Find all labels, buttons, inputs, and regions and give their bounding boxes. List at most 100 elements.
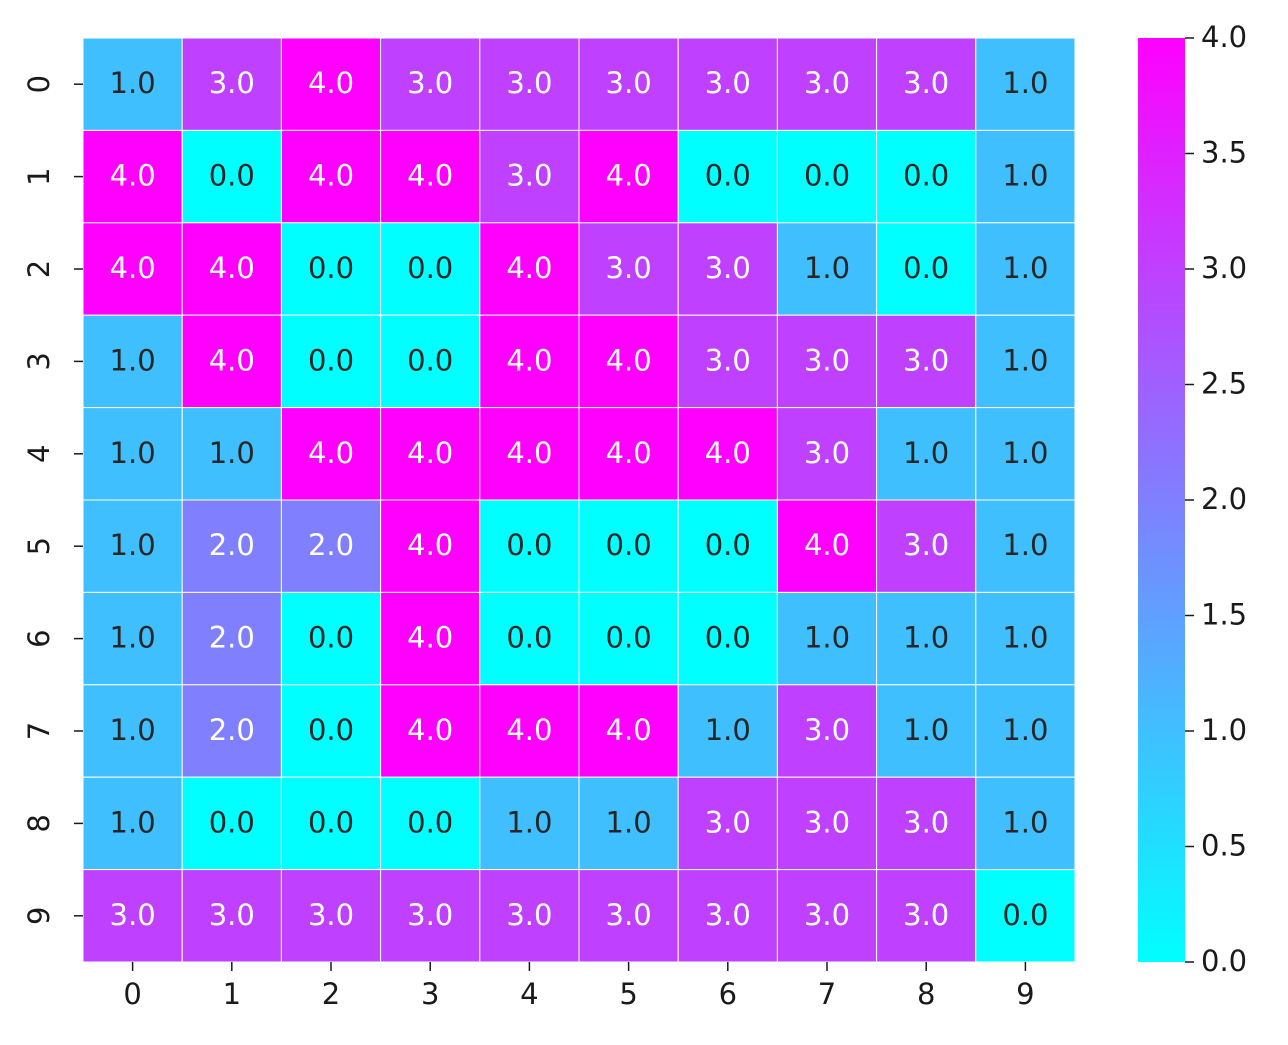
cell-value-label-r6-c6: 0.0 — [705, 621, 751, 655]
heatmap-cell-r4-c8 — [876, 407, 977, 501]
cell-value-label-r0-c6: 3.0 — [705, 66, 751, 100]
cell-value-label-r8-c6: 3.0 — [705, 805, 751, 839]
cell-value-label-r9-c8: 3.0 — [903, 898, 949, 932]
cell-value-label-r7-c4: 4.0 — [506, 713, 552, 747]
cell-value-label-r7-c9: 1.0 — [1002, 713, 1048, 747]
heatmap-cell-r9-c5 — [578, 869, 679, 963]
heatmap-cell-r1-c8 — [876, 129, 977, 224]
cell-value-label-r4-c0: 1.0 — [110, 436, 156, 470]
heatmap-cell-r8-c4 — [479, 776, 580, 871]
cell-value-label-r2-c6: 3.0 — [705, 251, 751, 285]
heatmap-cell-r1-c3 — [380, 129, 481, 224]
heatmap-cell-r0-c0 — [82, 37, 183, 131]
heatmap-cell-r7-c3 — [380, 684, 481, 778]
cell-value-label-r1-c4: 3.0 — [506, 159, 552, 193]
cell-value-label-r9-c0: 3.0 — [110, 898, 156, 932]
cell-value-label-r8-c7: 3.0 — [804, 805, 850, 839]
y-tick-label-1: 1 — [22, 167, 56, 185]
cell-value-label-r5-c4: 0.0 — [506, 528, 552, 562]
cell-value-label-r0-c3: 3.0 — [407, 66, 453, 100]
heatmap-cell-r0-c9 — [975, 37, 1076, 131]
cell-value-label-r5-c1: 2.0 — [209, 528, 255, 562]
heatmap-cell-r3-c4 — [479, 314, 580, 409]
heatmap-cell-r8-c3 — [380, 776, 481, 871]
cell-value-label-r7-c0: 1.0 — [110, 713, 156, 747]
x-tick-label-6: 6 — [719, 977, 737, 1011]
colorbar: 0.0 0.5 1.0 1.5 2.0 2.5 3.0 3.5 4.0 — [1138, 20, 1247, 978]
cell-value-label-r7-c7: 3.0 — [804, 713, 850, 747]
cell-value-label-r1-c3: 4.0 — [407, 159, 453, 193]
x-tick-label-5: 5 — [619, 977, 637, 1011]
heatmap-cell-r8-c6 — [677, 776, 778, 871]
cell-value-label-r5-c0: 1.0 — [110, 528, 156, 562]
cell-value-label-r0-c0: 1.0 — [110, 66, 156, 100]
cell-value-label-r5-c8: 3.0 — [903, 528, 949, 562]
heatmap-cell-r9-c4 — [479, 869, 580, 963]
cell-value-label-r8-c4: 1.0 — [506, 805, 552, 839]
heatmap-cell-r7-c7 — [776, 684, 878, 778]
heatmap-cell-r3-c5 — [578, 314, 679, 409]
heatmap-cell-r7-c1 — [181, 684, 282, 778]
heatmap-cell-r7-c4 — [479, 684, 580, 778]
cell-value-label-r4-c2: 4.0 — [308, 436, 354, 470]
cell-value-label-r4-c7: 3.0 — [804, 436, 850, 470]
heatmap-cell-r2-c2 — [280, 222, 382, 316]
y-tick-label-2: 2 — [22, 260, 56, 278]
y-tick-label-6: 6 — [22, 629, 56, 647]
cell-value-label-r8-c3: 0.0 — [407, 805, 453, 839]
heatmap-cell-r9-c8 — [876, 869, 977, 963]
heatmap-cell-r6-c6 — [677, 591, 778, 686]
x-axis: 0 1 2 3 4 5 6 7 8 9 — [123, 962, 1035, 1011]
cell-value-label-r4-c6: 4.0 — [705, 436, 751, 470]
heatmap-cell-r8-c9 — [975, 776, 1076, 871]
cell-value-label-r0-c4: 3.0 — [506, 66, 552, 100]
heatmap-cell-r4-c9 — [975, 407, 1076, 501]
cell-value-label-r3-c1: 4.0 — [209, 343, 255, 377]
colorbar-tick-label-2: 1.0 — [1201, 713, 1247, 747]
heatmap-cell-r1-c6 — [677, 129, 778, 224]
cell-value-label-r6-c4: 0.0 — [506, 621, 552, 655]
x-tick-label-0: 0 — [123, 977, 141, 1011]
heatmap-cell-r0-c2 — [280, 37, 382, 131]
y-tick-label-7: 7 — [22, 722, 56, 740]
cell-value-label-r2-c1: 4.0 — [209, 251, 255, 285]
cell-value-label-r1-c7: 0.0 — [804, 159, 850, 193]
x-tick-label-3: 3 — [421, 977, 439, 1011]
heatmap-cell-r5-c4 — [479, 499, 580, 593]
colorbar-tick-label-4: 2.0 — [1201, 482, 1247, 516]
cell-value-label-r3-c7: 3.0 — [804, 343, 850, 377]
cell-value-label-r4-c5: 4.0 — [606, 436, 652, 470]
cell-value-label-r8-c1: 0.0 — [209, 805, 255, 839]
cell-value-label-r7-c3: 4.0 — [407, 713, 453, 747]
heatmap-cell-r1-c9 — [975, 129, 1076, 224]
heatmap-cell-r2-c4 — [479, 222, 580, 316]
y-tick-label-8: 8 — [22, 814, 56, 832]
cell-value-label-r0-c5: 3.0 — [606, 66, 652, 100]
cell-value-label-r7-c8: 1.0 — [903, 713, 949, 747]
heatmap-cell-r6-c8 — [876, 591, 977, 686]
heatmap-cell-r4-c6 — [677, 407, 778, 501]
cell-value-label-r3-c6: 3.0 — [705, 343, 751, 377]
heatmap-cell-r2-c1 — [181, 222, 282, 316]
colorbar-tick-label-5: 2.5 — [1201, 367, 1247, 401]
heatmap-cell-r9-c9 — [975, 869, 1076, 963]
heatmap-cell-r0-c1 — [181, 37, 282, 131]
heatmap-cell-r8-c7 — [776, 776, 878, 871]
cell-value-label-r4-c4: 4.0 — [506, 436, 552, 470]
heatmap-cell-r9-c6 — [677, 869, 778, 963]
cell-value-label-r5-c9: 1.0 — [1002, 528, 1048, 562]
cell-value-label-r2-c3: 0.0 — [407, 251, 453, 285]
y-tick-label-0: 0 — [22, 75, 56, 93]
heatmap-cell-r4-c5 — [578, 407, 679, 501]
cell-value-label-r9-c2: 3.0 — [308, 898, 354, 932]
cell-value-label-r3-c3: 0.0 — [407, 343, 453, 377]
cell-value-label-r9-c6: 3.0 — [705, 898, 751, 932]
heatmap-cell-r8-c5 — [578, 776, 679, 871]
cell-value-label-r2-c5: 3.0 — [606, 251, 652, 285]
heatmap-cell-r2-c8 — [876, 222, 977, 316]
heatmap-cell-r8-c1 — [181, 776, 282, 871]
cell-value-label-r5-c7: 4.0 — [804, 528, 850, 562]
heatmap-cell-r5-c0 — [82, 499, 183, 593]
cell-value-label-r0-c8: 3.0 — [903, 66, 949, 100]
